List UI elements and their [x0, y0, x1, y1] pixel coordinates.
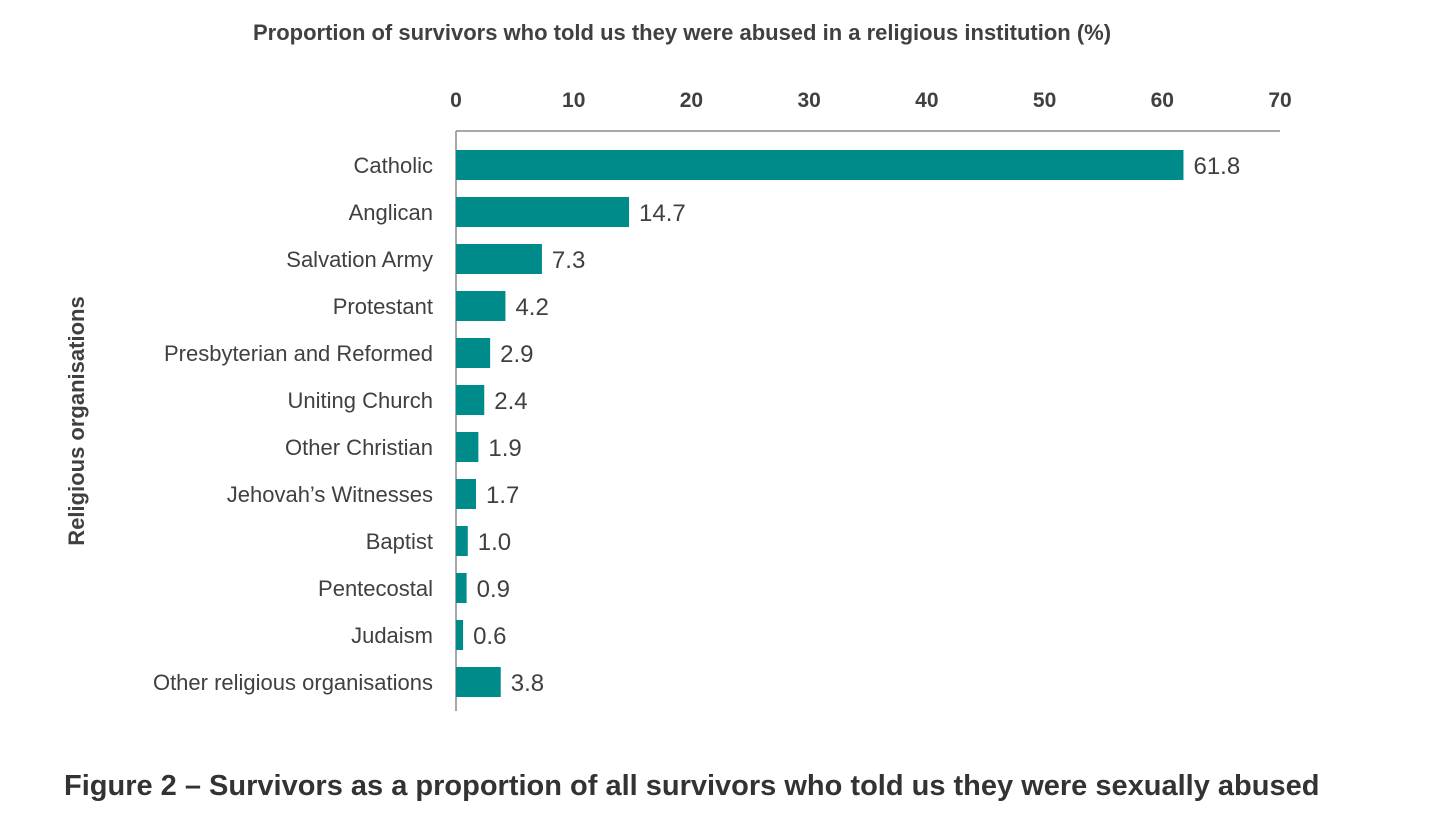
bar	[456, 244, 542, 274]
category-label: Baptist	[366, 529, 433, 554]
bar-chart: Proportion of survivors who told us they…	[64, 20, 1292, 711]
bar	[456, 526, 468, 556]
y-axis-title: Religious organisations	[64, 296, 89, 545]
x-tick-label: 30	[797, 89, 820, 112]
bar	[456, 291, 506, 321]
data-label: 0.6	[473, 623, 506, 650]
x-tick-label: 0	[450, 89, 462, 112]
data-label: 14.7	[639, 200, 686, 227]
bar	[456, 150, 1184, 180]
bar	[456, 479, 477, 509]
category-label: Protestant	[333, 294, 433, 319]
bar	[456, 573, 467, 603]
bar	[456, 667, 501, 697]
data-label: 61.8	[1193, 153, 1240, 180]
data-label: 1.9	[488, 435, 521, 462]
data-label: 1.0	[478, 529, 511, 556]
category-label: Jehovah’s Witnesses	[227, 482, 433, 507]
category-label: Pentecostal	[318, 576, 433, 601]
x-axis-title: Proportion of survivors who told us they…	[253, 20, 1111, 45]
x-tick-label: 50	[1033, 89, 1056, 112]
category-label: Anglican	[349, 200, 433, 225]
bar	[456, 385, 485, 415]
category-label: Catholic	[354, 153, 433, 178]
category-label: Judaism	[351, 623, 433, 648]
data-label: 2.4	[494, 388, 527, 415]
x-tick-label: 20	[680, 89, 703, 112]
bar	[456, 338, 491, 368]
category-label: Other religious organisations	[153, 670, 433, 695]
data-label: 7.3	[552, 247, 585, 274]
x-tick-label: 60	[1151, 89, 1174, 112]
bars-group: Catholic 61.8 Anglican 14.7 Salvation Army 7.…	[153, 150, 1240, 697]
data-label: 0.9	[477, 576, 510, 603]
category-label: Presbyterian and Reformed	[164, 341, 433, 366]
x-axis-ticks: 0 10 20 30 40 50 60 70	[450, 89, 1292, 112]
x-tick-label: 70	[1268, 89, 1291, 112]
x-tick-label: 40	[915, 89, 938, 112]
data-label: 3.8	[511, 670, 544, 697]
x-tick-label: 10	[562, 89, 585, 112]
bar	[456, 197, 630, 227]
data-label: 4.2	[515, 294, 548, 321]
bar	[456, 620, 464, 650]
data-label: 2.9	[500, 341, 533, 368]
bar	[456, 432, 479, 462]
figure-caption: Figure 2 – Survivors as a proportion of …	[64, 770, 1320, 802]
category-label: Uniting Church	[287, 388, 433, 413]
category-label: Other Christian	[285, 435, 433, 460]
category-label: Salvation Army	[286, 247, 433, 272]
data-label: 1.7	[486, 482, 519, 509]
